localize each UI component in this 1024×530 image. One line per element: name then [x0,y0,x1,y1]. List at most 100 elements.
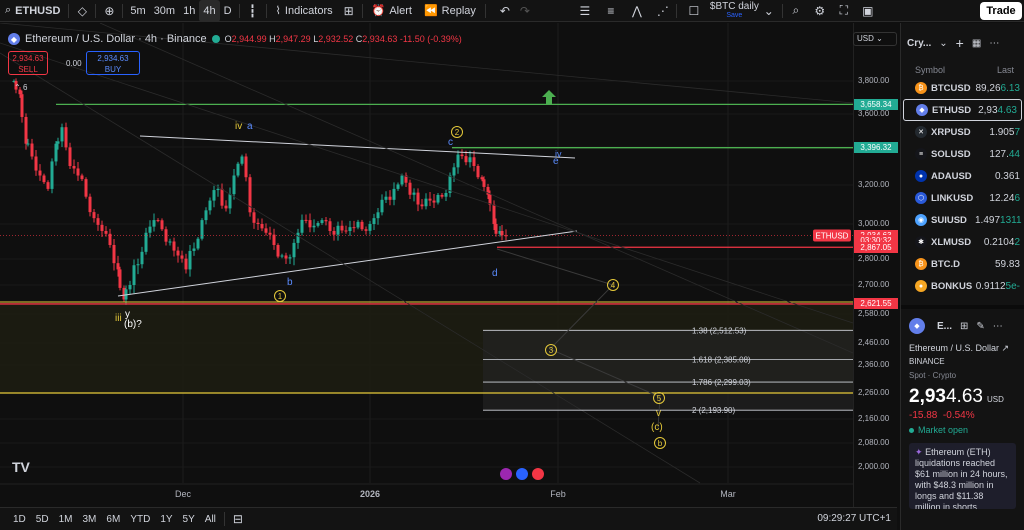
interval-4h[interactable]: 4h [199,0,220,22]
clock[interactable]: 09:29:27 UTC+1 [817,513,891,524]
candle-type-icon[interactable]: ┇ [248,3,257,18]
range-ytd[interactable]: YTD [130,513,151,525]
chevron-down-icon[interactable]: ⌄ [939,37,948,49]
event-icon [532,468,544,480]
replay-button[interactable]: ⏪ Replay [423,4,476,18]
candle-body [428,198,432,201]
chart-pane[interactable]: 1.38 (2,512.53) 1.618 (2,385.08) 1.786 (2,… [0,23,897,507]
symbol-details: ◆ E... ⊞ ✎ ⋯ Ethereum / U.S. Dollar ↗ BI… [901,309,1024,515]
watchlist-row[interactable]: ⬡ LINKUSD 12.246 [901,187,1024,209]
range-1y[interactable]: 1Y [160,513,173,525]
candle-body [96,218,100,225]
candle-body [472,157,476,166]
candle-body [498,231,502,234]
details-short-name[interactable]: E... [937,320,953,332]
candle-body [320,220,324,224]
diamond-icon[interactable]: ◇ [77,3,88,18]
watchlist-row[interactable]: ₿ BTC.D 59.83 [901,253,1024,275]
more-icon[interactable]: ⋯ [989,37,1000,49]
table-view-icon[interactable]: ▦ [971,37,982,49]
more-icon[interactable]: ⋯ [992,320,1003,332]
watchlist-row[interactable]: ● ADAUSD 0.361 [901,165,1024,187]
range-1m[interactable]: 1M [58,513,73,525]
strategy-icon[interactable]: ☰ [579,3,591,18]
watchlist-row[interactable]: ◆ ETHUSD 2,934.63 [903,99,1022,121]
watchlist-last: 89,266.13 [975,82,1021,94]
interval-5m[interactable]: 5m [130,4,146,17]
pattern-icon[interactable]: ⋀ [631,3,642,18]
compare-add-icon[interactable]: ⊕ [104,3,115,18]
details-name[interactable]: Ethereum / U.S. Dollar ↗ [909,343,1010,353]
watchlist-header: Cry... ⌄ + ▦ ⋯ [901,23,1024,63]
redo-icon[interactable]: ↷ [519,3,530,18]
layouts-icon[interactable]: ⊞ [343,3,354,18]
range-3m[interactable]: 3M [82,513,97,525]
watchlist-row[interactable]: ✱ XLMUSD 0.21042 [901,231,1024,253]
interval-d[interactable]: D [223,4,232,17]
undo-icon[interactable]: ↶ [499,3,510,18]
watchlist-row[interactable]: ● BONKUS 0.91125e- [901,275,1024,297]
camera-icon[interactable]: ▣ [862,3,874,18]
gear-icon[interactable]: ⚙ [814,3,826,18]
wave-circle-1: 1 [278,292,283,301]
price-tag: 03:30:32 [854,235,898,247]
range-6m[interactable]: 6M [106,513,121,525]
sell-button[interactable]: 2,934.63 SELL [8,51,48,75]
range-5d[interactable]: 5D [35,513,49,525]
alert-button[interactable]: ⏰ Alert [371,4,412,18]
watchlist-row[interactable]: ≡ SOLUSD 127.44 [901,143,1024,165]
candle-body [456,154,460,168]
fullscreen-icon[interactable]: ⛶ [839,3,849,17]
layout-checkbox-icon[interactable]: ☐ [688,3,700,18]
candle-body [72,166,76,169]
layout-name[interactable]: $BTC daily Save [709,0,759,19]
price-tick-label: 2,260.00 [858,388,890,397]
candle-body [460,154,464,157]
adausd-icon: ● [915,170,927,182]
wave-label-d: d [492,268,498,279]
abc-pattern-icon[interactable]: ⋰ [656,3,669,18]
search-icon[interactable]: ⌕ [792,3,800,17]
candle-body [168,241,172,243]
interval-30m[interactable]: 30m [153,4,176,17]
trade-button[interactable]: Trade [980,2,1022,20]
price-tick-label: 2,700.00 [858,280,890,289]
wave-circle-5-ring [653,392,665,404]
symbol-search[interactable]: ⌕ ETHUSD [0,0,65,22]
watchlist-row[interactable]: ✕ XRPUSD 1.9057 [901,121,1024,143]
candle-body [336,225,340,235]
price-chart[interactable]: 1.38 (2,512.53) 1.618 (2,385.08) 1.786 (2,… [0,23,897,507]
collapse-badge[interactable]: ⌃ 6 [14,83,28,92]
xlmusd-icon: ✱ [915,236,927,248]
chevron-down-icon[interactable]: ⌄ [763,3,774,18]
price-axis[interactable]: 3,800.003,600.003,400.003,200.003,000.00… [853,23,898,507]
watchlist-row[interactable]: ₿ BTCUSD 89,266.13 [901,77,1024,99]
bonkus-icon: ● [915,280,927,292]
fan-line [0,42,854,324]
indicators-button[interactable]: ⌇ Indicators [275,4,333,18]
range-1d[interactable]: 1D [13,513,26,525]
wave-label-y: y [125,309,130,320]
edit-icon[interactable]: ✎ [976,320,985,332]
candle-body [176,250,180,256]
candle-body [494,224,498,234]
candle-body [248,177,252,213]
buy-button[interactable]: 2,934.63 BUY [86,51,140,75]
watchlist-name[interactable]: Cry... [907,37,932,49]
candle-body [440,194,444,197]
currency-select[interactable]: USD ⌄ [853,32,897,46]
range-all[interactable]: All [204,513,216,525]
add-symbol-icon[interactable]: + [955,35,964,51]
price-tick-label: 2,000.00 [858,462,890,471]
details-type: Spot · Crypto [909,371,957,380]
grid-icon[interactable]: ⊞ [960,320,969,332]
candle-body [486,186,490,195]
candle-body [46,182,50,189]
watchlist-row[interactable]: ◉ SUIUSD 1.4971311 [901,209,1024,231]
menu-lines-icon[interactable]: ≡ [607,3,615,18]
interval-1h[interactable]: 1h [183,4,196,17]
calendar-range-icon[interactable]: ⊟ [232,512,243,526]
news-item[interactable]: ✦ Ethereum (ETH) liquidations reached $6… [909,443,1016,509]
external-link-icon: ↗ [1001,343,1010,353]
range-5y[interactable]: 5Y [182,513,195,525]
